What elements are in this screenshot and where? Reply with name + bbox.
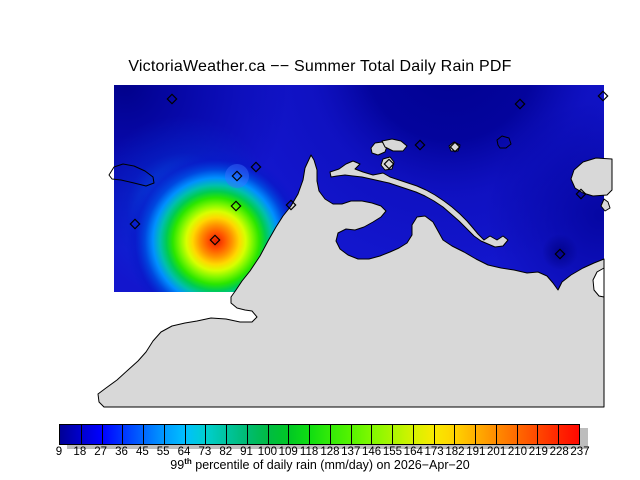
station-marker-diamond (383, 158, 395, 170)
colorbar-tick: 82 (219, 446, 233, 458)
colorbar-divider (226, 425, 228, 444)
colorbar-divider (495, 425, 497, 444)
station-marker-diamond (514, 98, 526, 110)
colorbar-tick: 128 (320, 446, 340, 458)
colorbar-tick: 109 (278, 446, 298, 458)
colorbar-tick: 191 (466, 446, 486, 458)
colorbar-tick: 210 (507, 446, 528, 458)
page-title: VictoriaWeather.ca −− Summer Total Daily… (128, 58, 512, 75)
colorbar-tick: 45 (135, 446, 149, 458)
colorbar-tick: 219 (528, 446, 548, 458)
colorbar-tick: 55 (156, 446, 170, 458)
colorbar-tick: 64 (177, 446, 191, 458)
caption-number: 99 (170, 458, 185, 473)
colorbar-tick: 182 (445, 446, 465, 458)
colorbar-caption: 99th percentile of daily rain (mm/day) o… (0, 457, 640, 472)
colorbar-divider (267, 425, 269, 444)
colorbar-divider (350, 425, 352, 444)
colorbar-tick: 9 (55, 446, 63, 458)
colorbar-tick: 173 (424, 446, 444, 458)
colorbar-divider (475, 425, 477, 444)
colorbar-divider (184, 425, 186, 444)
station-marker-diamond (575, 188, 587, 200)
colorbar-divider (143, 425, 145, 444)
station-marker-diamond (449, 141, 461, 153)
colorbar-tick: 118 (299, 446, 319, 458)
caption-superscript: th (184, 457, 192, 466)
colorbar-divider (558, 425, 560, 444)
colorbar-divider (329, 425, 331, 444)
colorbar-tick: 137 (341, 446, 361, 458)
caption-text: percentile of daily rain (mm/day) on 202… (191, 458, 470, 473)
colorbar-tick: 18 (73, 446, 87, 458)
station-markers (129, 90, 609, 260)
colorbar-tick: 146 (362, 446, 382, 458)
colorbar-tick: 27 (94, 446, 108, 458)
colorbar-tick: 228 (549, 446, 569, 458)
colorbar-divider (309, 425, 311, 444)
island-chain (329, 160, 509, 248)
colorbar-tick: 201 (487, 446, 507, 458)
colorbar-tick: 36 (115, 446, 128, 458)
station-marker-diamond (554, 248, 566, 260)
station-marker-diamond (230, 200, 242, 212)
colorbar-tick-labels: 9 18 27 36 45 55 64 73 82 91 100 109 118 128 137 146 155… (55, 446, 590, 458)
colorbar-tick: 100 (257, 446, 277, 458)
colorbar-divider (101, 425, 103, 444)
colorbar-tick: 237 (570, 446, 590, 458)
colorbar-divider (80, 425, 82, 444)
colorbar-divider (288, 425, 290, 444)
colorbar-divider (246, 425, 248, 444)
station-marker-diamond (231, 170, 243, 182)
station-marker-diamond (597, 90, 609, 102)
land-mass (97, 154, 605, 408)
colorbar-divider (433, 425, 435, 444)
station-marker-diamond (129, 218, 141, 230)
station-marker-diamond (285, 199, 297, 211)
colorbar-divider (516, 425, 518, 444)
lagoon (592, 267, 605, 298)
station-marker-diamond (414, 139, 426, 151)
islet-outlines (108, 135, 512, 187)
station-marker-diamond (209, 234, 221, 246)
colorbar-tick: 73 (198, 446, 212, 458)
colorbar-divider (392, 425, 394, 444)
colorbar-divider (205, 425, 207, 444)
colorbar-divider (454, 425, 456, 444)
colorbar (59, 424, 580, 445)
colorbar-divider (163, 425, 165, 444)
colorbar-divider (122, 425, 124, 444)
colorbar-tick: 164 (403, 446, 423, 458)
colorbar-divider (371, 425, 373, 444)
colorbar-tick: 91 (240, 446, 253, 458)
station-marker-diamond (166, 93, 178, 105)
colorbar-divider (412, 425, 414, 444)
colorbar-tick: 155 (382, 446, 403, 458)
station-marker-diamond (250, 161, 262, 173)
colorbar-divider (537, 425, 539, 444)
